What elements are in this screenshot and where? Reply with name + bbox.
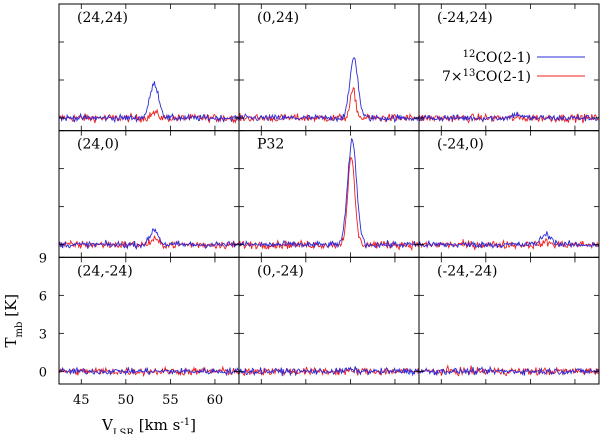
series-co13-line bbox=[238, 156, 420, 252]
panel-label: (0,24) bbox=[257, 10, 299, 26]
panel-label: (24,0) bbox=[77, 137, 119, 153]
series-co13-line bbox=[418, 238, 600, 251]
series-co12-line bbox=[58, 366, 240, 377]
panel-3: (24,0) bbox=[58, 130, 240, 258]
panel-label: (24,-24) bbox=[77, 263, 133, 279]
series-co12-line bbox=[58, 227, 240, 250]
y-tick-label: 9 bbox=[39, 251, 47, 266]
series-co12-line bbox=[238, 366, 420, 377]
x-axis-label: VLSR [km s-1] bbox=[101, 416, 196, 434]
series-co13-line bbox=[418, 111, 600, 124]
panel-label: P32 bbox=[257, 137, 284, 153]
legend-label: 7×13CO(2-1) bbox=[442, 68, 531, 86]
x-tick-label: 55 bbox=[162, 393, 179, 408]
panel-6: (24,-24) 0 3 6 9 45 50 55 60 bbox=[39, 251, 240, 408]
y-axis-label: Tmb [K] bbox=[2, 294, 25, 348]
series-co12-line bbox=[58, 81, 240, 124]
x-tick-label: 45 bbox=[73, 393, 90, 408]
panel-5: (-24,0) bbox=[418, 130, 600, 258]
panel-label: (24,24) bbox=[77, 10, 128, 26]
y-tick-label: 0 bbox=[39, 365, 47, 380]
panel-8: (-24,-24) bbox=[418, 256, 600, 385]
y-tick-label: 3 bbox=[39, 327, 47, 342]
panel-label: (-24,24) bbox=[437, 10, 493, 26]
series-co12-line bbox=[418, 111, 600, 123]
series-co12-line bbox=[418, 231, 600, 249]
series-co12-line bbox=[418, 365, 600, 377]
panel-7: (0,-24) bbox=[238, 256, 420, 385]
panel-label: (0,-24) bbox=[257, 263, 304, 279]
panel-label: (-24,0) bbox=[437, 137, 484, 153]
series-co13-line bbox=[418, 364, 600, 377]
y-tick-label: 6 bbox=[39, 289, 47, 304]
x-tick-label: 60 bbox=[207, 393, 224, 408]
panel-frame bbox=[418, 256, 600, 385]
panel-2: (-24,24) bbox=[418, 3, 600, 132]
series-co12-line bbox=[238, 137, 420, 249]
series-co12-line bbox=[238, 57, 420, 124]
legend: 12CO(2-1)7×13CO(2-1) bbox=[442, 49, 585, 86]
series-co13-line bbox=[238, 366, 420, 377]
panel-0: (24,24) bbox=[58, 3, 240, 132]
series-co13-line bbox=[58, 365, 240, 378]
legend-label: 12CO(2-1) bbox=[463, 49, 531, 67]
panel-label: (-24,-24) bbox=[437, 263, 497, 279]
x-tick-label: 50 bbox=[118, 393, 135, 408]
panel-4: P32 bbox=[238, 130, 420, 258]
panel-1: (0,24) bbox=[238, 3, 420, 132]
